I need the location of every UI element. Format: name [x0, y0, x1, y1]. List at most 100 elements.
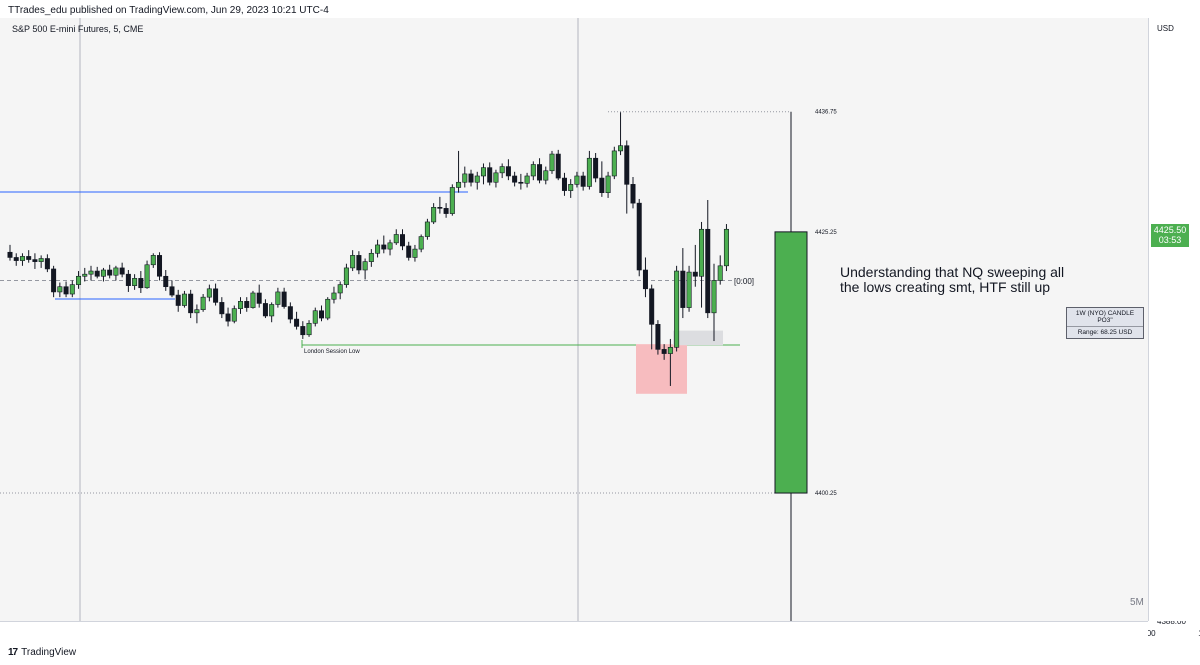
candle-body-90 [568, 184, 574, 191]
candle-body-64 [406, 245, 412, 258]
candle-body-41 [262, 303, 268, 317]
candle-body-84 [530, 164, 536, 177]
candle-body-70 [443, 208, 449, 214]
candle-body-62 [393, 234, 399, 244]
candle-body-2 [19, 256, 25, 261]
candle-body-87 [549, 153, 555, 172]
candle-body-48 [306, 322, 312, 336]
candle-body-111 [699, 228, 705, 277]
candle-body-1 [13, 257, 19, 261]
candle-body-68 [431, 207, 437, 223]
candle-body-43 [275, 291, 281, 305]
candle-body-57 [362, 261, 368, 271]
price-axis[interactable] [1148, 18, 1200, 621]
candle-body-33 [213, 288, 219, 303]
candle-body-25 [163, 275, 169, 288]
po3-high-label: 4436.75 [815, 110, 837, 116]
candle-body-108 [680, 270, 686, 308]
candle-body-69 [437, 207, 443, 209]
candle-body-39 [250, 292, 256, 308]
candle-body-50 [318, 310, 324, 319]
candle-body-20 [132, 278, 138, 286]
candle-body-0 [7, 251, 13, 258]
candle-body-82 [518, 181, 524, 184]
candle-body-102 [642, 269, 648, 290]
candle-body-23 [150, 255, 156, 266]
po3-info-box[interactable]: 1W (NYO) CANDLE PO3" Range: 68.25 USD [1066, 307, 1144, 339]
current-price-badge: 4425.50 03:53 [1151, 224, 1189, 247]
candle-body-54 [343, 267, 349, 285]
candle-body-31 [200, 296, 206, 310]
candle-body-34 [219, 302, 225, 315]
current-price-value: 4425.50 [1153, 225, 1187, 235]
grey-zone [673, 330, 723, 346]
candle-body-109 [686, 271, 692, 308]
sell-side-zone [636, 344, 687, 394]
po3-candle-body [774, 231, 808, 494]
candle-body-44 [281, 291, 287, 307]
candle-body-55 [350, 255, 356, 269]
candle-body-37 [238, 301, 244, 309]
candle-body-76 [480, 167, 486, 177]
candle-body-79 [499, 166, 505, 174]
candle-body-36 [231, 308, 237, 322]
candle-body-42 [269, 304, 275, 317]
po3-title: 1W (NYO) CANDLE PO3" [1067, 308, 1143, 327]
candle-body-101 [636, 202, 642, 271]
candle-body-81 [512, 175, 518, 183]
london-low-label: London Session Low [304, 349, 360, 355]
candle-body-21 [138, 278, 144, 289]
candle-body-35 [225, 313, 231, 322]
chart-area[interactable] [0, 18, 1148, 621]
candle-body-107 [674, 270, 680, 348]
candle-body-14 [94, 270, 100, 277]
candle-body-77 [487, 167, 493, 183]
bar-timer-label: [0:00] [734, 277, 754, 286]
candle-body-71 [449, 187, 455, 214]
candle-body-51 [325, 298, 331, 319]
candle-body-112 [705, 228, 711, 314]
candle-body-28 [181, 293, 187, 306]
candle-body-5 [38, 258, 44, 262]
candle-body-96 [605, 175, 611, 193]
po3-open-label: 4425.25 [815, 230, 837, 236]
candle-body-95 [599, 177, 605, 193]
candle-body-11 [76, 275, 82, 285]
candle-body-73 [462, 173, 468, 183]
candle-body-12 [82, 273, 88, 277]
candle-body-29 [188, 293, 194, 314]
price-tick-28: 4388.00 [1157, 617, 1186, 626]
candle-body-3 [26, 256, 32, 260]
instrument-title: S&P 500 E-mini Futures, 5, CME [12, 24, 144, 34]
candle-body-6 [44, 258, 50, 270]
time-tick-19: 18:00 [1198, 629, 1200, 638]
candle-body-94 [593, 157, 599, 179]
candle-body-78 [493, 172, 499, 183]
po3-low-label: 4400.25 [815, 491, 837, 497]
candle-body-46 [294, 318, 300, 327]
candle-body-114 [717, 265, 723, 281]
footer[interactable]: 17 TradingView [8, 647, 76, 658]
candle-body-105 [661, 349, 667, 354]
candle-body-60 [381, 244, 387, 250]
candle-body-17 [113, 267, 119, 276]
candle-body-88 [555, 153, 561, 179]
candle-body-100 [630, 184, 636, 204]
candle-body-53 [337, 284, 343, 294]
candle-body-86 [543, 170, 549, 181]
candle-body-49 [312, 310, 318, 324]
candle-body-113 [711, 280, 717, 314]
time-axis[interactable] [0, 621, 1148, 642]
candle-body-7 [51, 268, 57, 293]
candle-body-65 [412, 248, 418, 258]
candle-body-103 [649, 288, 655, 325]
timeframe-label: 5M [1130, 597, 1144, 608]
bar-countdown: 03:53 [1158, 235, 1182, 245]
candle-body-19 [125, 273, 131, 286]
candle-body-98 [618, 145, 624, 152]
candle-body-104 [655, 324, 661, 350]
candle-body-74 [468, 173, 474, 183]
candle-body-32 [206, 288, 212, 298]
candle-body-26 [169, 286, 175, 296]
